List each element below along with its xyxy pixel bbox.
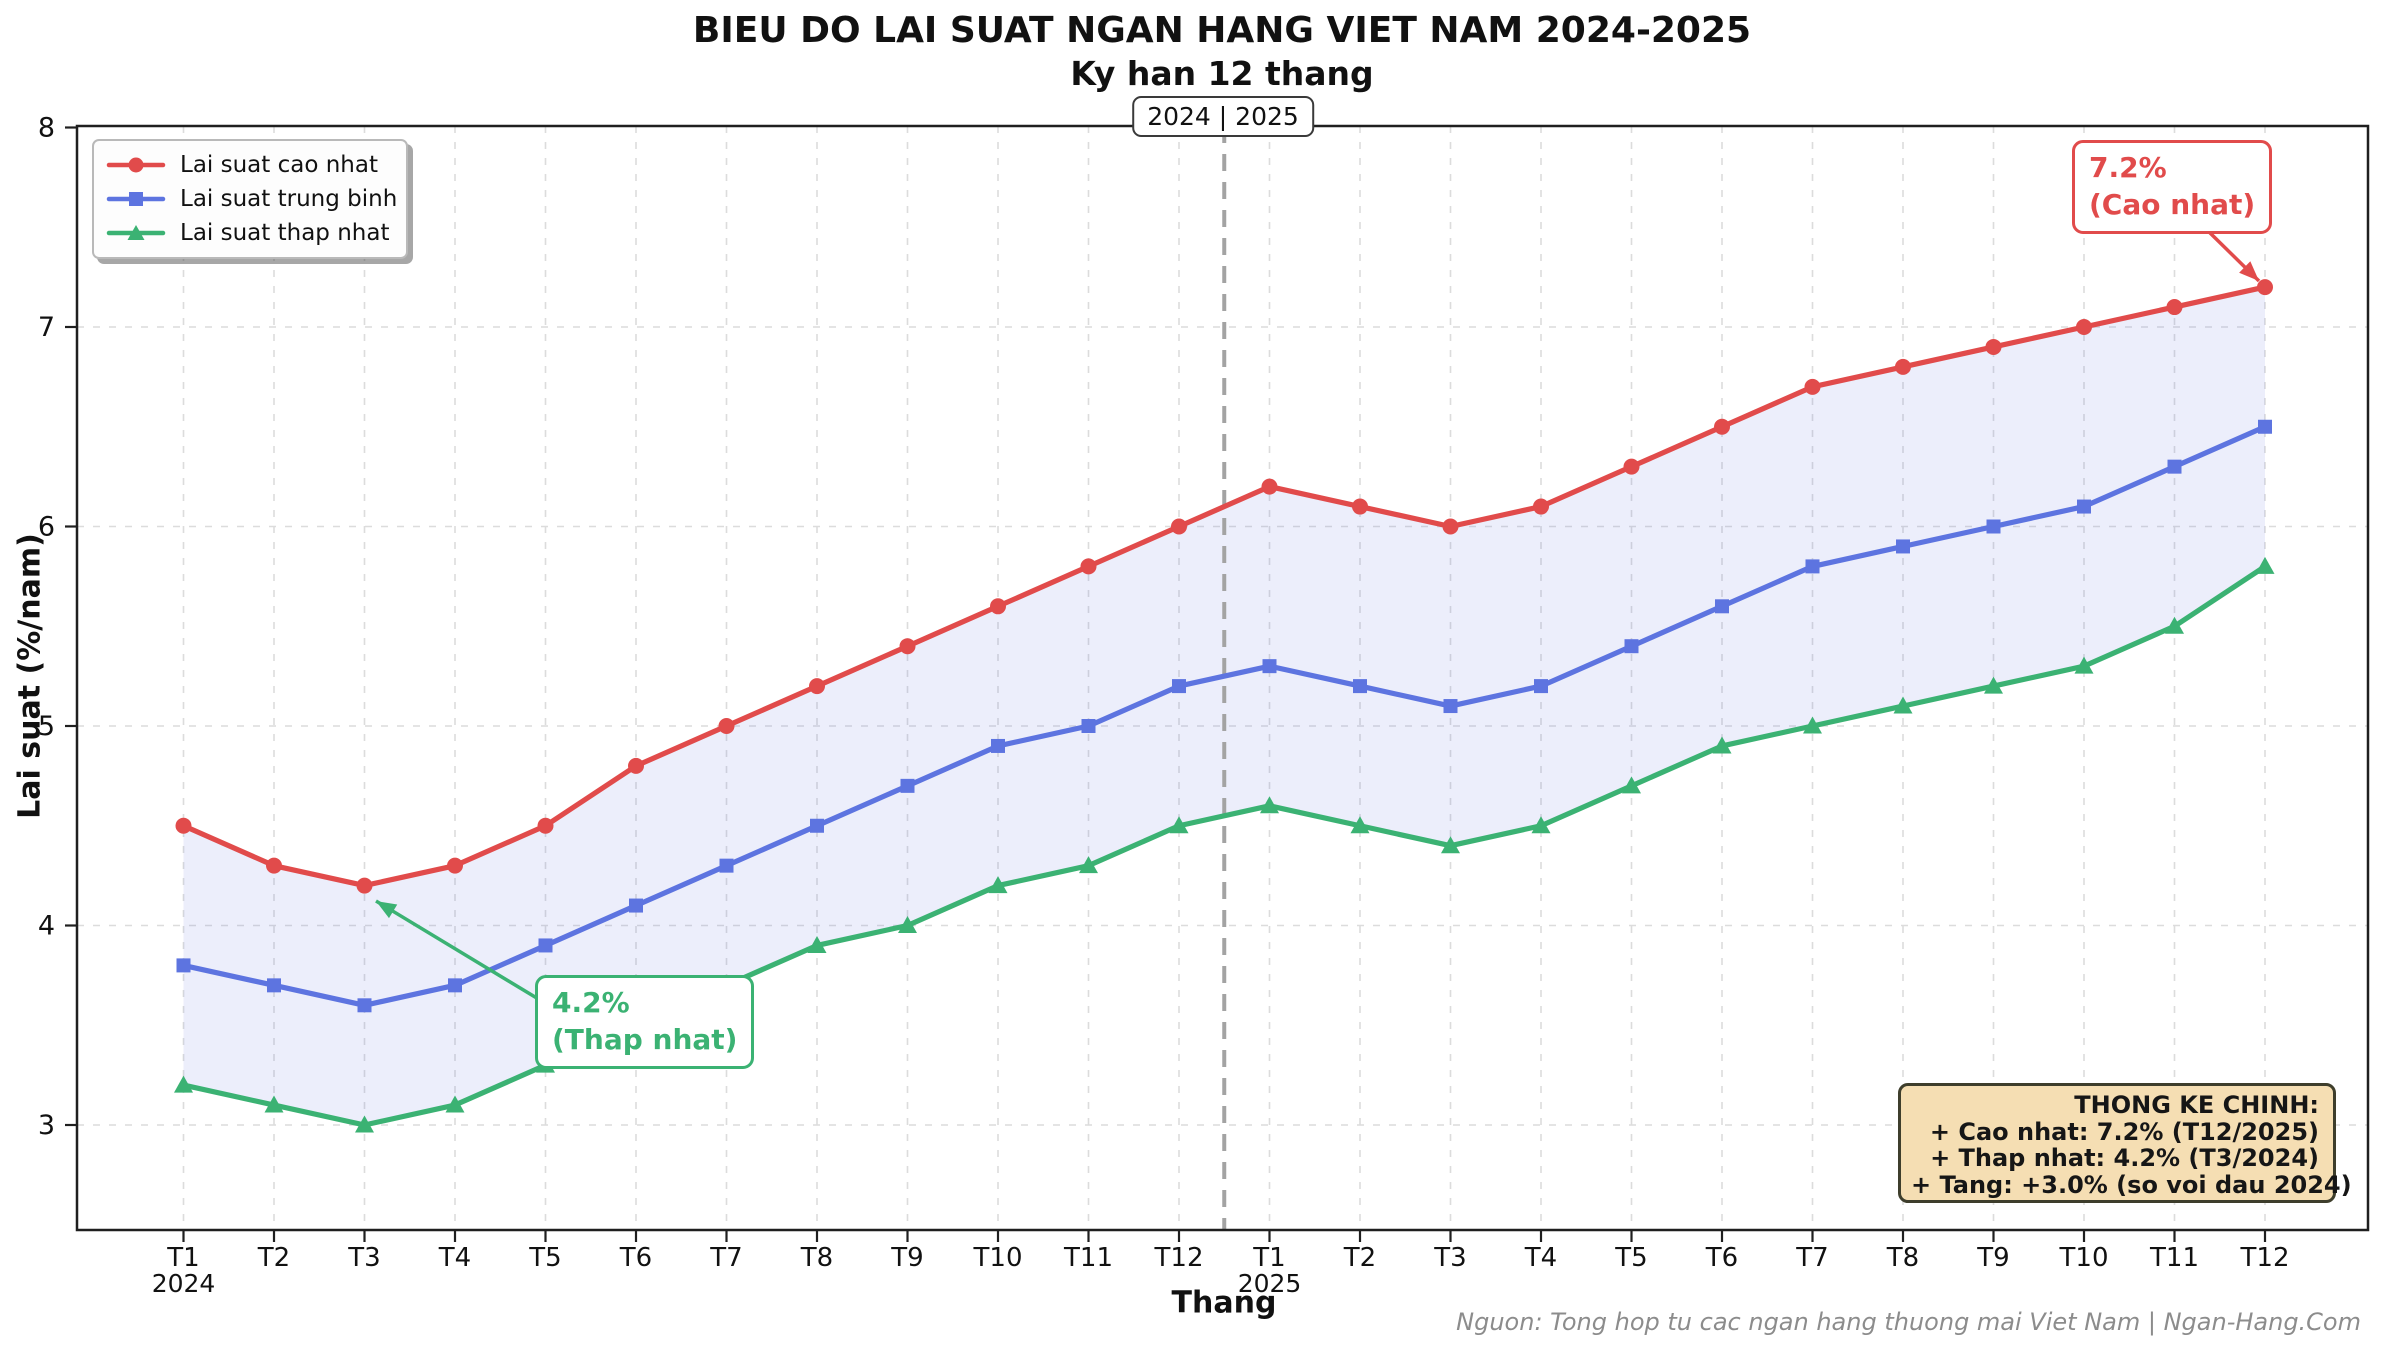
annotation-caption: (Thap nhat) bbox=[552, 1022, 738, 1056]
series-line-0 bbox=[180, 284, 2268, 889]
svg-text:2025: 2025 bbox=[1238, 1269, 1302, 1298]
svg-text:T9: T9 bbox=[1976, 1243, 2009, 1273]
series-markers-1 bbox=[176, 419, 2272, 1013]
x-year-labels: 2024 2025 bbox=[152, 1269, 1302, 1298]
tick-marks bbox=[65, 126, 2267, 1242]
svg-text:T2: T2 bbox=[1343, 1243, 1376, 1273]
stats-heading: THONG KE CHINH: bbox=[2074, 1091, 2319, 1119]
annotation-value: 4.2% bbox=[552, 986, 630, 1019]
band-fill bbox=[183, 287, 2265, 1126]
y-tick-labels: 3 4 5 6 7 8 bbox=[38, 113, 55, 1142]
x-tick-labels: T1 T2 T3 T4 T5 T6 T7 T8 T9 T10 T11 T12 T1 T2 T3 T4 T5 T6 T… bbox=[166, 1243, 2289, 1273]
legend-swatch-line-square-icon bbox=[106, 192, 166, 206]
svg-text:T1: T1 bbox=[1252, 1243, 1285, 1273]
svg-text:T6: T6 bbox=[619, 1243, 652, 1273]
svg-text:T9: T9 bbox=[890, 1243, 923, 1273]
annotation-arrow bbox=[2203, 226, 2261, 283]
legend-swatch-line-triangle-icon bbox=[106, 225, 166, 240]
svg-text:T1: T1 bbox=[166, 1243, 199, 1273]
svg-text:T7: T7 bbox=[709, 1243, 742, 1273]
legend-swatch-line-circle-icon bbox=[106, 157, 166, 173]
annotation-lowest-rate: 4.2% (Thap nhat) bbox=[535, 975, 755, 1069]
stats-line: + Thap nhat: 4.2% (T3/2024) bbox=[1930, 1144, 2319, 1172]
svg-text:T3: T3 bbox=[1433, 1243, 1466, 1273]
svg-text:T5: T5 bbox=[1614, 1243, 1647, 1273]
svg-text:T3: T3 bbox=[347, 1243, 380, 1273]
svg-text:3: 3 bbox=[38, 1110, 55, 1141]
svg-text:T8: T8 bbox=[800, 1243, 833, 1273]
legend: Lai suat cao nhat Lai suat trung binh La… bbox=[92, 139, 408, 259]
svg-text:T8: T8 bbox=[1886, 1243, 1919, 1273]
svg-text:5: 5 bbox=[38, 711, 55, 742]
legend-item-thap-nhat: Lai suat thap nhat bbox=[94, 216, 406, 250]
y-axis-title: Lai suat (%/nam) bbox=[12, 533, 48, 819]
annotation-arrow bbox=[375, 899, 546, 1005]
legend-label: Lai suat trung binh bbox=[180, 186, 398, 212]
svg-text:T6: T6 bbox=[1705, 1243, 1738, 1273]
legend-item-cao-nhat: Lai suat cao nhat bbox=[94, 148, 406, 182]
source-note: Nguon: Tong hop tu cac ngan hang thuong … bbox=[1456, 1308, 2361, 1336]
series-markers-2 bbox=[174, 556, 2275, 1133]
chart-title: BIEU DO LAI SUAT NGAN HANG VIET NAM 2024… bbox=[692, 10, 1752, 51]
svg-text:2024: 2024 bbox=[152, 1269, 216, 1298]
annotation-highest-rate: 7.2% (Cao nhat) bbox=[2072, 140, 2273, 234]
chart-subtitle: Ky han 12 thang bbox=[1070, 54, 1374, 93]
svg-text:7: 7 bbox=[38, 312, 55, 343]
year-divider-label: 2024 | 2025 bbox=[1132, 96, 1314, 137]
legend-label: Lai suat cao nhat bbox=[180, 152, 378, 178]
annotation-value: 7.2% bbox=[2089, 151, 2167, 184]
svg-text:T5: T5 bbox=[528, 1243, 561, 1273]
x-axis-title: Thang bbox=[1171, 1285, 1277, 1321]
series-line-2 bbox=[180, 563, 2268, 1128]
svg-text:T12: T12 bbox=[2240, 1243, 2290, 1273]
legend-item-trung-binh: Lai suat trung binh bbox=[94, 182, 406, 216]
svg-text:T10: T10 bbox=[973, 1243, 1023, 1273]
series-markers-0 bbox=[175, 279, 2273, 894]
stats-line: + Cao nhat: 7.2% (T12/2025) bbox=[1929, 1117, 2319, 1146]
svg-text:T12: T12 bbox=[1154, 1243, 1204, 1273]
series-line-1 bbox=[180, 424, 2268, 1008]
legend-label: Lai suat thap nhat bbox=[180, 220, 390, 246]
annotation-caption: (Cao nhat) bbox=[2089, 187, 2256, 221]
svg-text:T2: T2 bbox=[257, 1243, 290, 1273]
svg-text:T4: T4 bbox=[1524, 1243, 1557, 1273]
svg-text:T4: T4 bbox=[438, 1243, 471, 1273]
svg-text:T11: T11 bbox=[2149, 1243, 2199, 1273]
svg-text:T10: T10 bbox=[2059, 1243, 2109, 1273]
svg-text:4: 4 bbox=[38, 911, 55, 942]
stats-line: + Tang: +3.0% (so voi dau 2024) bbox=[1911, 1170, 2352, 1199]
svg-text:6: 6 bbox=[38, 512, 55, 543]
svg-text:8: 8 bbox=[38, 113, 55, 144]
key-stats-box: THONG KE CHINH: + Cao nhat: 7.2% (T12/20… bbox=[1898, 1083, 2352, 1203]
svg-text:T11: T11 bbox=[1063, 1243, 1113, 1273]
svg-text:T7: T7 bbox=[1795, 1243, 1828, 1273]
